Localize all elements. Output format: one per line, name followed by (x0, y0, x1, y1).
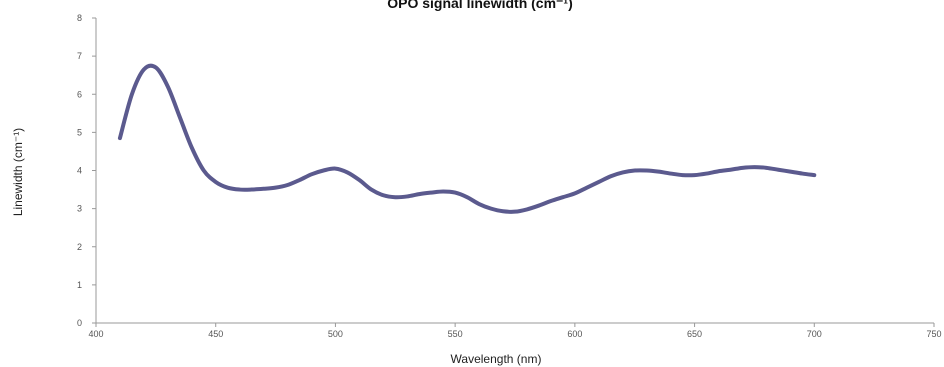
data-point (155, 66, 157, 69)
data-point (227, 187, 229, 189)
data-point (801, 172, 803, 175)
y-tick-label: 6 (77, 89, 82, 99)
data-point (334, 167, 337, 170)
data-point (322, 169, 325, 172)
x-tick-label: 400 (88, 329, 103, 339)
y-tick-label: 3 (77, 204, 82, 214)
data-point (346, 171, 348, 174)
y-tick-labels: 0 1 2 3 4 5 6 7 8 (77, 13, 96, 328)
data-point (502, 210, 504, 212)
data-point (598, 181, 600, 183)
data-point (526, 208, 528, 210)
y-tick-label: 2 (77, 242, 82, 252)
data-point (430, 192, 432, 194)
data-point (574, 192, 576, 194)
data-point (670, 172, 672, 175)
x-tick-labels: 400 450 500 550 600 650 700 750 (88, 323, 942, 339)
data-point (514, 211, 516, 213)
data-point (634, 169, 636, 172)
y-tick-label: 4 (77, 166, 82, 176)
x-tick-label: 750 (926, 329, 941, 339)
x-tick-label: 550 (448, 329, 463, 339)
data-point (203, 169, 205, 172)
data-point (179, 116, 181, 118)
data-point (298, 179, 301, 181)
data-point (406, 195, 408, 198)
data-point (622, 171, 624, 174)
data-point (682, 174, 684, 176)
y-axis-label: Linewidth (cm⁻¹) (11, 128, 25, 216)
data-point (394, 196, 396, 198)
data-point (382, 194, 384, 196)
data-point (550, 200, 552, 202)
data-point (610, 175, 612, 177)
data-point (263, 188, 265, 190)
data-point (454, 192, 456, 194)
data-point (370, 188, 372, 191)
x-tick-label: 650 (687, 329, 702, 339)
data-point (741, 167, 744, 169)
series-line (117, 63, 817, 214)
data-point (646, 169, 648, 172)
data-point (658, 171, 660, 173)
data-point (753, 166, 756, 168)
data-point (705, 172, 708, 175)
data-point (286, 184, 289, 186)
data-point (466, 196, 468, 198)
data-point (274, 187, 277, 189)
data-point (789, 171, 791, 173)
x-tick-label: 700 (807, 329, 822, 339)
chart-title: OPO signal linewidth (cm⁻¹) (387, 0, 573, 11)
y-tick-label: 8 (77, 13, 82, 23)
data-point (586, 187, 588, 189)
data-point (813, 174, 815, 176)
data-point (777, 169, 779, 171)
data-point (418, 193, 420, 195)
axes (95, 18, 934, 324)
x-tick-label: 600 (567, 329, 582, 339)
data-point (538, 204, 540, 207)
x-tick-label: 450 (208, 329, 223, 339)
y-tick-label: 5 (77, 127, 82, 137)
data-point (693, 174, 696, 176)
series-layer (117, 63, 817, 214)
y-tick-label: 0 (77, 318, 82, 328)
data-point (490, 208, 492, 210)
data-point (478, 203, 480, 205)
data-point (310, 173, 313, 175)
x-tick-label: 500 (328, 329, 343, 339)
data-point (119, 137, 121, 139)
data-point (442, 190, 444, 193)
data-point (562, 196, 564, 198)
data-point (131, 93, 133, 95)
data-point (729, 169, 732, 171)
x-axis-label: Wavelength (nm) (451, 352, 542, 366)
data-point (215, 181, 217, 183)
data-point (717, 170, 720, 172)
y-tick-label: 1 (77, 280, 82, 290)
data-point (239, 188, 241, 191)
data-point (191, 147, 193, 149)
data-point (358, 179, 360, 181)
y-tick-label: 7 (77, 51, 82, 61)
data-point (765, 167, 768, 169)
data-point (143, 68, 145, 71)
data-point (251, 188, 253, 191)
data-point (167, 86, 169, 88)
